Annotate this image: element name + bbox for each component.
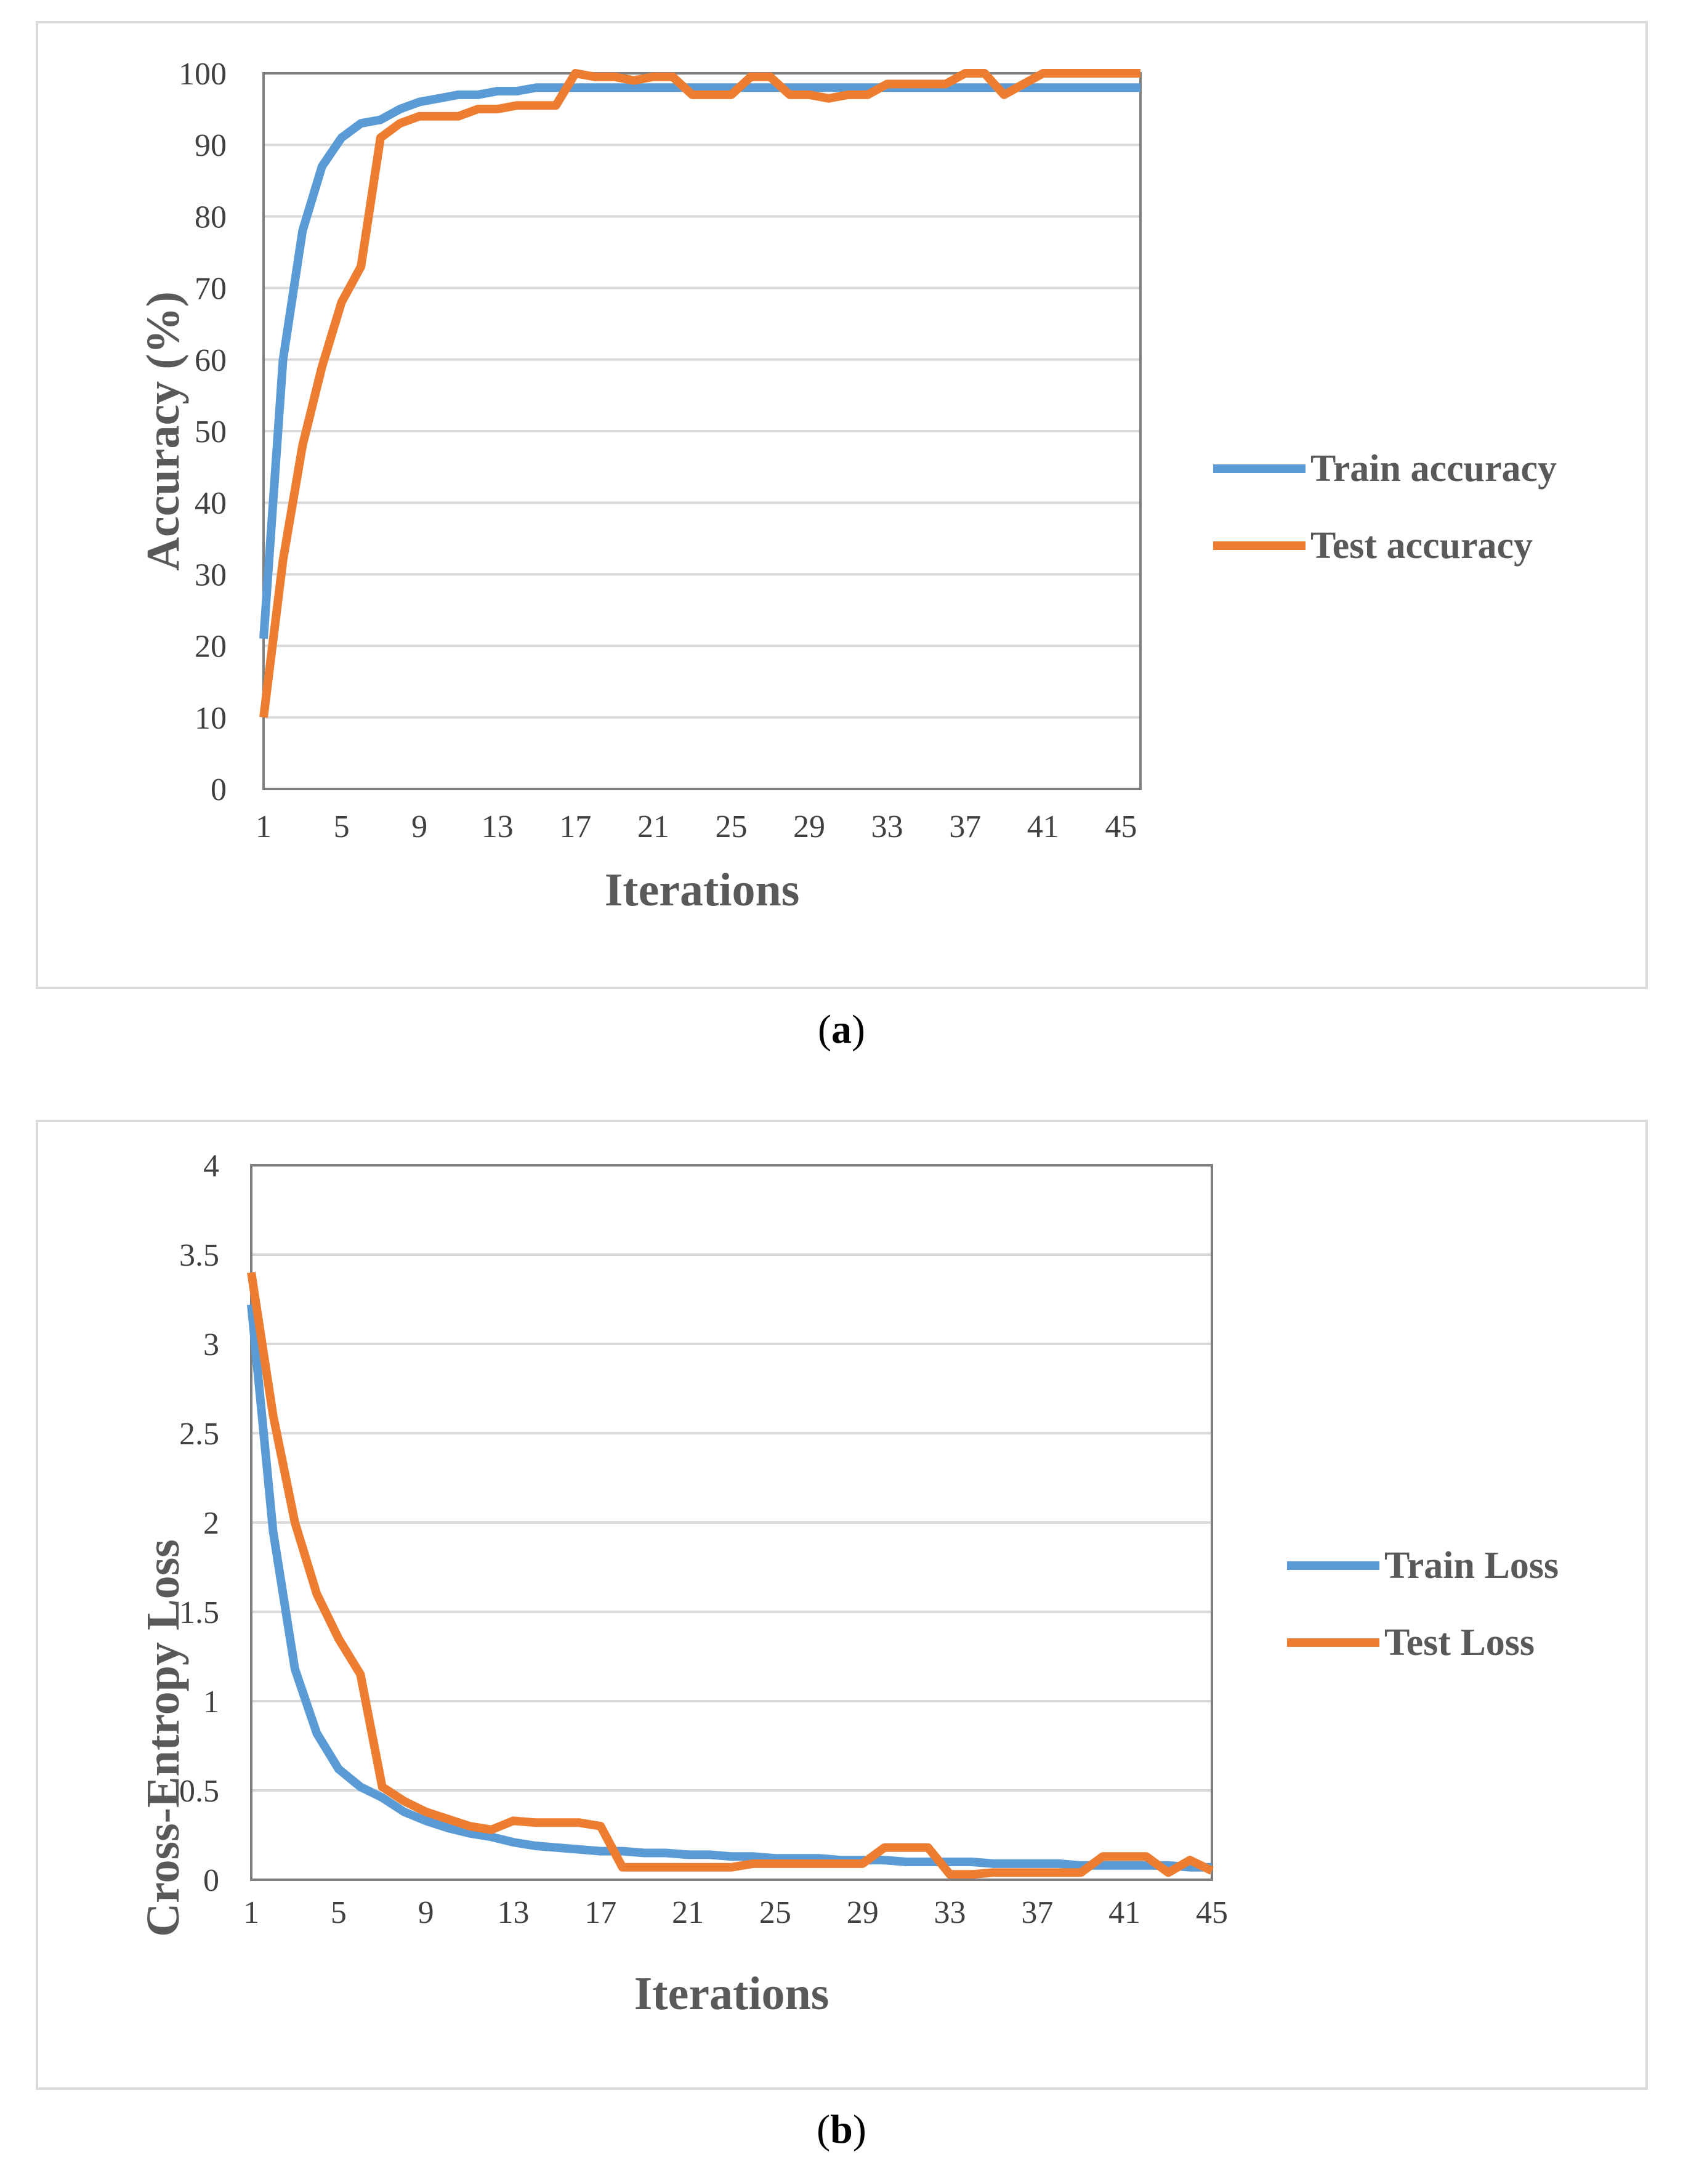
y-tick-label: 50	[195, 415, 227, 450]
x-tick-label: 5	[331, 1895, 347, 1930]
plot-area-frame	[250, 1164, 1213, 1881]
x-tick-label: 13	[497, 1895, 529, 1930]
x-tick-label: 29	[793, 809, 825, 844]
x-tick-label: 9	[418, 1895, 434, 1930]
x-tick-label: 29	[847, 1895, 879, 1930]
caption-a: (a)	[818, 1007, 865, 1052]
series-line-train-accuracy	[259, 83, 1140, 639]
y-tick-label: 0.5	[179, 1774, 219, 1809]
y-tick-label: 40	[195, 486, 227, 521]
x-tick-label: 33	[871, 809, 903, 844]
chart-panel-b: 0 0.5 1 1.5 2 2.5 3 3.5 4 1 5 9 13 17 21 25 29 33 37 41 45 Tr…	[36, 1120, 1648, 2090]
x-tick-label: 1	[256, 809, 272, 844]
x-tick-label: 21	[672, 1895, 704, 1930]
x-tick-label: 25	[715, 809, 747, 844]
x-tick-label: 1	[243, 1895, 259, 1930]
x-tick-label: 9	[411, 809, 427, 844]
x-tick-label: 25	[759, 1895, 791, 1930]
loss-chart: 00.511.522.533.541 5 9 13 17 21 25 29 33 37 41 45Tr…	[137, 1149, 1559, 2020]
y-tick-label: 3.5	[179, 1238, 219, 1273]
y-tick-label: 1	[203, 1685, 219, 1720]
x-tick-label: 41	[1027, 809, 1059, 844]
x-tick-label: 33	[934, 1895, 966, 1930]
y-tick-label: 3	[203, 1327, 219, 1362]
y-tick-label: 20	[195, 629, 227, 665]
x-axis-title: Iterations	[605, 864, 800, 916]
y-axis-title: Accuracy (%)	[137, 291, 189, 571]
x-tick-label: 37	[1021, 1895, 1053, 1930]
y-axis-title: Cross-Entropy Loss	[137, 1539, 189, 1936]
y-tick-label: 0	[211, 772, 227, 807]
x-axis-title: Iterations	[634, 1968, 829, 2020]
x-tick-label: 17	[559, 809, 591, 844]
series-line-test-loss	[247, 1271, 1214, 1879]
caption-b: (b)	[817, 2107, 866, 2152]
x-tick-label: 21	[637, 809, 669, 844]
y-tick-label: 2	[203, 1506, 219, 1541]
series-line-train-loss	[247, 1304, 1212, 1872]
y-tick-label: 1.5	[179, 1595, 219, 1630]
x-tick-label: 45	[1196, 1895, 1228, 1930]
x-tick-label: 45	[1105, 809, 1137, 844]
y-tick-label: 90	[195, 128, 227, 163]
x-tick-label: 37	[949, 809, 981, 844]
y-tick-label: 30	[195, 557, 227, 593]
legend-label: Test accuracy	[1310, 525, 1533, 567]
x-tick-label: 13	[482, 809, 514, 844]
y-tick-label: 0	[203, 1863, 219, 1898]
y-tick-label: 4	[203, 1149, 219, 1184]
legend-label: Train Loss	[1384, 1545, 1559, 1587]
legend-label: Train accuracy	[1310, 448, 1557, 490]
y-tick-label: 10	[195, 701, 227, 736]
y-tick-label: 70	[195, 272, 227, 307]
accuracy-chart: 0 10 20 30 40 50 60 70 80 90 100 1 5 9 13 17 21 25 29 33 37 4…	[137, 57, 1557, 916]
plot-area-frame	[262, 72, 1142, 790]
y-tick-label: 100	[179, 57, 227, 92]
x-tick-label: 41	[1108, 1895, 1140, 1930]
y-tick-label: 60	[195, 343, 227, 378]
chart-panel-a: 0 10 20 30 40 50 60 70 80 90 100 1 5 9 13 17 21 25 29 33 37 4…	[36, 21, 1648, 989]
y-tick-label: 2.5	[179, 1417, 219, 1452]
series-line-test-accuracy	[259, 69, 1140, 718]
legend-label: Test Loss	[1384, 1622, 1535, 1664]
x-tick-label: 17	[584, 1895, 616, 1930]
y-tick-label: 80	[195, 200, 227, 235]
x-tick-label: 5	[334, 809, 350, 844]
